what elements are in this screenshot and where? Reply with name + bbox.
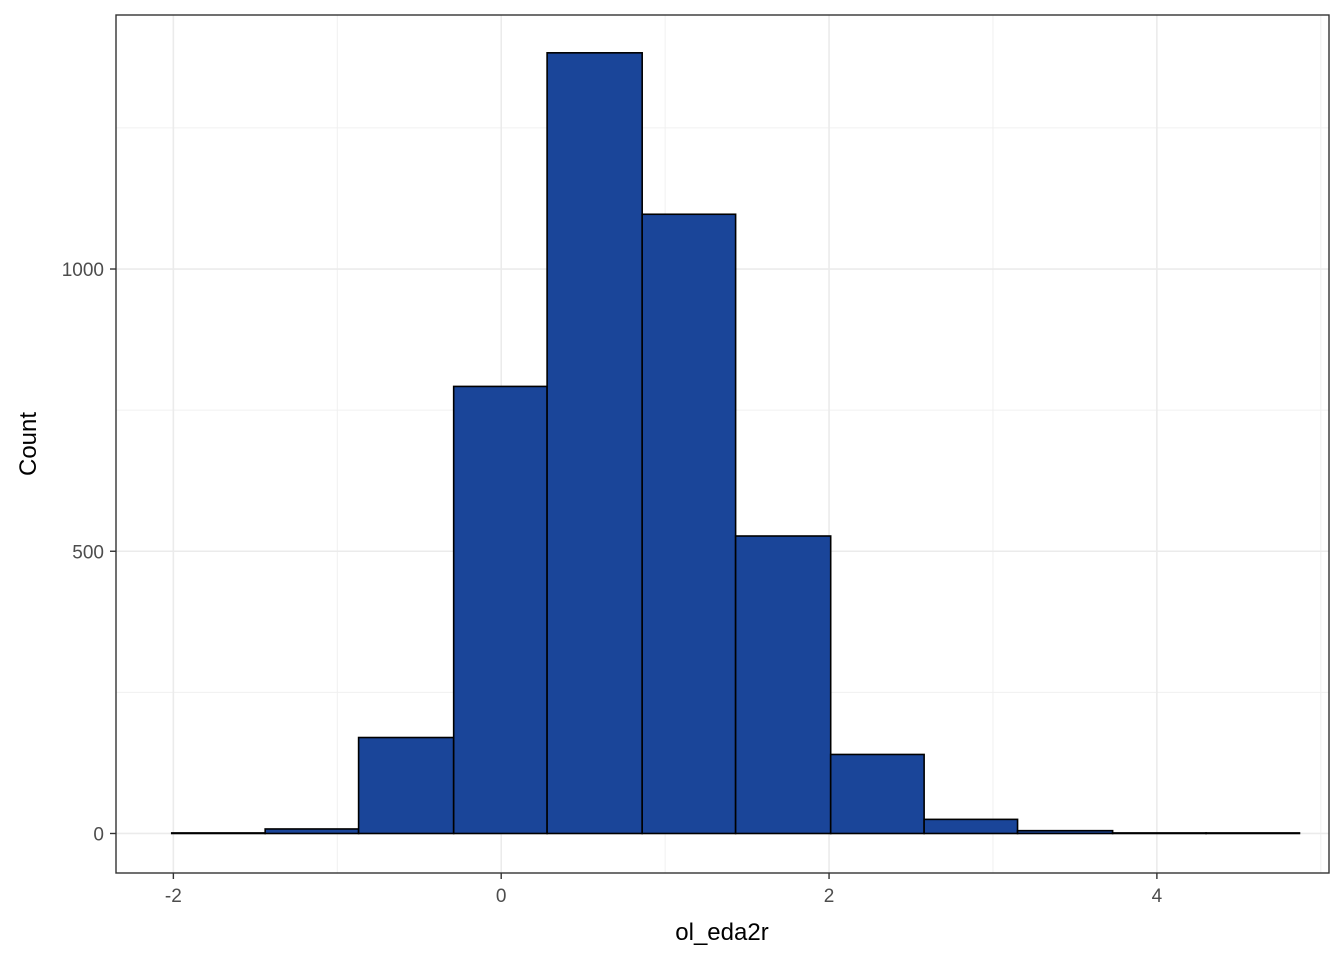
y-axis: 0 500 1000: [62, 260, 116, 845]
y-tick-label: 500: [72, 542, 104, 563]
histogram-bar: [170, 832, 266, 835]
histogram-bar: [1016, 829, 1114, 835]
x-tick-label: 0: [496, 886, 507, 907]
x-tick-label: 4: [1152, 886, 1163, 907]
histogram-bars: [170, 52, 1301, 835]
histogram-bar: [923, 818, 1019, 835]
y-tick-label: 0: [93, 824, 104, 845]
x-axis-title: ol_eda2r: [675, 919, 768, 946]
histogram-bar: [546, 52, 643, 835]
x-tick-label: -2: [165, 886, 182, 907]
plot-panel-border: [115, 14, 1330, 874]
x-tick-label: 2: [824, 886, 835, 907]
histogram-bar: [734, 535, 832, 835]
y-tick-label: 1000: [62, 260, 104, 281]
x-axis: -2 0 2 4: [165, 873, 1163, 907]
histogram-bar: [357, 736, 455, 835]
histogram-bar: [829, 753, 925, 835]
y-axis-title: Count: [15, 412, 42, 476]
histogram-bar: [1205, 832, 1301, 835]
histogram-bar: [452, 385, 548, 835]
histogram-bar: [1111, 832, 1207, 835]
histogram-bar: [264, 828, 360, 835]
histogram-bar: [641, 213, 737, 835]
